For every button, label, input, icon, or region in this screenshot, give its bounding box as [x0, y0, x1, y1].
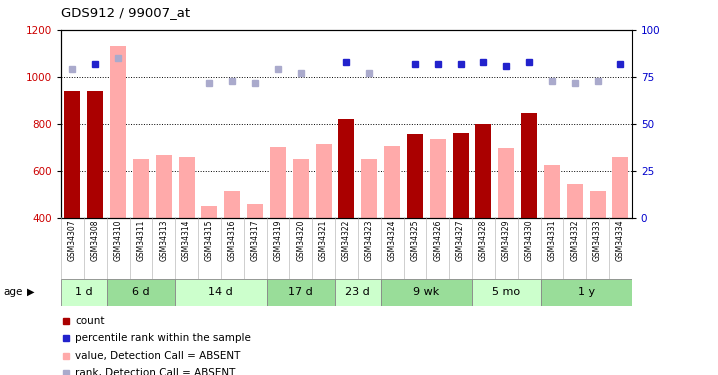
Text: GSM34311: GSM34311	[136, 219, 146, 261]
Bar	[270, 147, 286, 218]
Text: GSM34321: GSM34321	[319, 219, 328, 261]
Text: GSM34308: GSM34308	[90, 219, 100, 261]
Text: GSM34323: GSM34323	[365, 219, 374, 261]
Bar	[452, 133, 469, 218]
Bar	[175, 279, 266, 306]
Bar	[589, 191, 605, 217]
Text: GSM34327: GSM34327	[456, 219, 465, 261]
Text: GSM34322: GSM34322	[342, 219, 351, 261]
Text: GSM34317: GSM34317	[251, 219, 260, 261]
Bar	[247, 204, 263, 218]
Bar	[107, 279, 175, 306]
Text: 5 mo: 5 mo	[493, 287, 521, 297]
Bar	[179, 157, 195, 218]
Bar	[224, 190, 241, 217]
Text: GSM34325: GSM34325	[411, 219, 419, 261]
Text: 9 wk: 9 wk	[414, 287, 439, 297]
Text: GSM34315: GSM34315	[205, 219, 214, 261]
Bar	[384, 146, 400, 218]
Bar	[430, 138, 446, 218]
Bar	[475, 124, 491, 218]
Text: GSM34332: GSM34332	[570, 219, 579, 261]
Text: 1 d: 1 d	[75, 287, 93, 297]
Bar	[472, 279, 541, 306]
Bar	[133, 159, 149, 218]
Text: percentile rank within the sample: percentile rank within the sample	[75, 333, 251, 343]
Text: GSM34329: GSM34329	[502, 219, 510, 261]
Bar	[567, 183, 583, 218]
Text: rank, Detection Call = ABSENT: rank, Detection Call = ABSENT	[75, 368, 236, 375]
Text: value, Detection Call = ABSENT: value, Detection Call = ABSENT	[75, 351, 241, 361]
Text: 17 d: 17 d	[289, 287, 313, 297]
Bar	[156, 154, 172, 218]
Text: GSM34314: GSM34314	[182, 219, 191, 261]
Text: GSM34328: GSM34328	[479, 219, 488, 261]
Text: ▶: ▶	[27, 287, 34, 297]
Bar	[407, 134, 423, 218]
Text: GSM34307: GSM34307	[68, 219, 77, 261]
Text: age: age	[4, 287, 23, 297]
Text: GSM34334: GSM34334	[616, 219, 625, 261]
Text: GSM34324: GSM34324	[388, 219, 396, 261]
Text: GSM34333: GSM34333	[593, 219, 602, 261]
Bar	[335, 279, 381, 306]
Bar	[110, 46, 126, 217]
Bar	[361, 159, 377, 218]
Bar	[338, 119, 355, 218]
Text: GSM34310: GSM34310	[113, 219, 123, 261]
Text: 14 d: 14 d	[208, 287, 233, 297]
Text: GSM34331: GSM34331	[547, 219, 556, 261]
Bar	[65, 110, 80, 218]
Bar	[65, 91, 80, 218]
Text: GSM34319: GSM34319	[274, 219, 282, 261]
Text: 23 d: 23 d	[345, 287, 370, 297]
Bar	[61, 279, 107, 306]
Bar	[544, 165, 560, 218]
Bar	[202, 206, 218, 218]
Bar	[316, 144, 332, 218]
Bar	[612, 157, 628, 218]
Text: 6 d: 6 d	[132, 287, 150, 297]
Bar	[293, 159, 309, 218]
Text: GSM34313: GSM34313	[159, 219, 168, 261]
Bar	[541, 279, 632, 306]
Text: GSM34320: GSM34320	[297, 219, 305, 261]
Bar	[521, 112, 537, 218]
Text: GSM34330: GSM34330	[525, 219, 533, 261]
Bar	[266, 279, 335, 306]
Bar	[88, 91, 103, 218]
Text: count: count	[75, 316, 105, 326]
Bar	[381, 279, 472, 306]
Text: GSM34326: GSM34326	[433, 219, 442, 261]
Text: 1 y: 1 y	[577, 287, 595, 297]
Bar	[498, 148, 514, 217]
Text: GSM34316: GSM34316	[228, 219, 237, 261]
Text: GDS912 / 99007_at: GDS912 / 99007_at	[61, 6, 190, 19]
